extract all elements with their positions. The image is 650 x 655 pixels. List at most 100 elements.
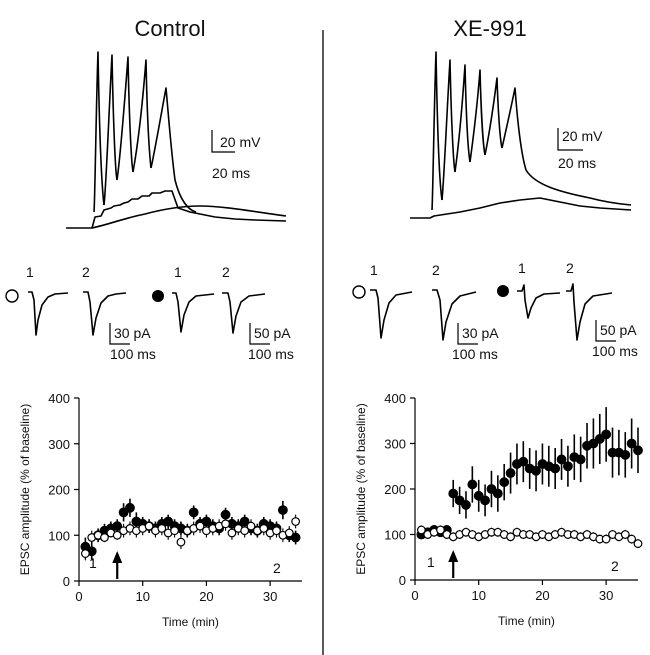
epsc-trace bbox=[517, 284, 561, 319]
epsc-label-1: 1 bbox=[518, 260, 526, 276]
epsc-label-2: 2 bbox=[566, 260, 574, 276]
data-point-open bbox=[195, 521, 205, 531]
data-point-filled bbox=[518, 456, 529, 467]
epsc-scale-time: 100 ms bbox=[452, 346, 498, 362]
filled-circle-marker bbox=[497, 285, 509, 297]
data-point-open bbox=[633, 539, 643, 548]
arrow-head-icon bbox=[112, 551, 123, 563]
epsc-scale-time: 100 ms bbox=[248, 346, 294, 362]
arrow-head-icon bbox=[448, 550, 459, 562]
data-point-open bbox=[100, 533, 109, 542]
data-point-filled bbox=[467, 479, 478, 490]
ap-scale-time-label: 20 ms bbox=[558, 155, 596, 171]
data-point-filled bbox=[290, 532, 301, 543]
data-point-filled bbox=[556, 454, 567, 465]
data-point-open bbox=[221, 519, 230, 529]
y-axis-label: EPSC amplitude (% of baseline) bbox=[18, 404, 32, 575]
y-tick-label: 300 bbox=[384, 437, 406, 452]
epsc-scale-time: 100 ms bbox=[110, 346, 156, 362]
data-point-open bbox=[144, 521, 154, 531]
y-tick-label: 200 bbox=[48, 483, 70, 498]
x-tick-label: 10 bbox=[471, 588, 485, 603]
point-label-2: 2 bbox=[273, 560, 281, 576]
ap-scale-voltage-label: 20 mV bbox=[562, 128, 603, 144]
epsc-scale-current: 50 pA bbox=[600, 322, 637, 338]
y-axis-label: EPSC amplitude (% of baseline) bbox=[354, 403, 368, 574]
data-point-filled bbox=[633, 445, 643, 456]
ap-trace-control bbox=[66, 51, 287, 229]
x-tick-label: 30 bbox=[263, 589, 277, 604]
x-tick-label: 20 bbox=[199, 589, 213, 604]
epsc-scale-time: 100 ms bbox=[592, 343, 638, 359]
epsc-label-1: 1 bbox=[174, 264, 182, 280]
ap-trace-xe991 bbox=[410, 51, 632, 219]
epsc-scale-bar bbox=[595, 320, 616, 342]
ap-scale-time-label: 20 ms bbox=[212, 165, 250, 181]
epsc-trace bbox=[432, 289, 477, 341]
epsc-scale-bar bbox=[109, 323, 130, 345]
y-tick-label: 100 bbox=[48, 528, 70, 543]
data-point-filled bbox=[505, 468, 516, 478]
data-point-open bbox=[506, 532, 515, 542]
data-point-filled bbox=[620, 449, 631, 460]
point-label-1: 1 bbox=[427, 554, 435, 570]
epsc-row-xe991: 1 2 1 2 30 pA 100 ms 50 pA 100 ms bbox=[352, 260, 638, 362]
data-point-open bbox=[627, 534, 637, 544]
epsc-trace bbox=[28, 291, 69, 336]
data-point-open bbox=[170, 526, 179, 536]
data-point-filled bbox=[125, 502, 135, 513]
open-circle-marker bbox=[352, 285, 366, 299]
x-axis-label: Time (min) bbox=[498, 614, 555, 628]
data-point-filled bbox=[563, 461, 573, 472]
y-tick-label: 100 bbox=[384, 528, 406, 543]
data-point-open bbox=[227, 528, 237, 538]
data-point-open bbox=[80, 549, 90, 558]
point-label-2: 2 bbox=[611, 558, 619, 574]
data-point-open bbox=[601, 534, 611, 544]
data-point-open bbox=[246, 521, 256, 531]
data-point-filled bbox=[461, 500, 471, 510]
data-point-open bbox=[272, 526, 281, 536]
epsc-trace bbox=[222, 292, 266, 334]
data-point-filled bbox=[277, 505, 288, 515]
epsc-label-2: 2 bbox=[222, 264, 230, 280]
data-point-filled bbox=[499, 477, 510, 488]
data-point-filled bbox=[492, 488, 503, 499]
epsc-scale-current: 30 pA bbox=[462, 325, 499, 341]
epsc-trace bbox=[566, 283, 613, 341]
data-point-filled bbox=[188, 507, 199, 518]
epsc-label-2: 2 bbox=[82, 264, 90, 280]
y-tick-label: 300 bbox=[48, 437, 70, 452]
filled-circle-marker bbox=[152, 290, 164, 302]
x-tick-label: 10 bbox=[135, 589, 149, 604]
epsc-trace bbox=[83, 291, 127, 336]
data-point-open bbox=[259, 523, 269, 533]
epsc-label-2: 2 bbox=[432, 262, 440, 278]
epsc-scale-bar bbox=[249, 323, 270, 345]
epsc-scale-current: 50 pA bbox=[254, 325, 291, 341]
data-point-open bbox=[284, 528, 294, 538]
point-label-1: 1 bbox=[89, 555, 97, 571]
epsc-trace bbox=[172, 292, 215, 333]
data-point-open bbox=[112, 530, 122, 540]
x-tick-label: 30 bbox=[599, 588, 613, 603]
y-tick-label: 0 bbox=[63, 574, 70, 589]
data-point-filled bbox=[575, 454, 586, 465]
panel-title-control: Control bbox=[135, 16, 206, 41]
data-point-filled bbox=[531, 465, 541, 476]
epsc-scale-bar bbox=[457, 323, 478, 345]
data-point-open bbox=[620, 530, 630, 539]
epsc-row-control: 1 2 1 2 30 pA 100 ms 50 pA 100 ms bbox=[5, 264, 294, 362]
data-point-open bbox=[291, 517, 301, 526]
data-point-filled bbox=[448, 488, 459, 499]
ap-scale-voltage-label: 20 mV bbox=[220, 134, 261, 150]
epsc-trace bbox=[370, 289, 413, 339]
data-point-open bbox=[240, 526, 250, 536]
x-tick-label: 0 bbox=[75, 589, 82, 604]
y-tick-label: 400 bbox=[384, 391, 406, 406]
y-tick-label: 0 bbox=[399, 573, 406, 588]
data-point-filled bbox=[112, 521, 123, 531]
